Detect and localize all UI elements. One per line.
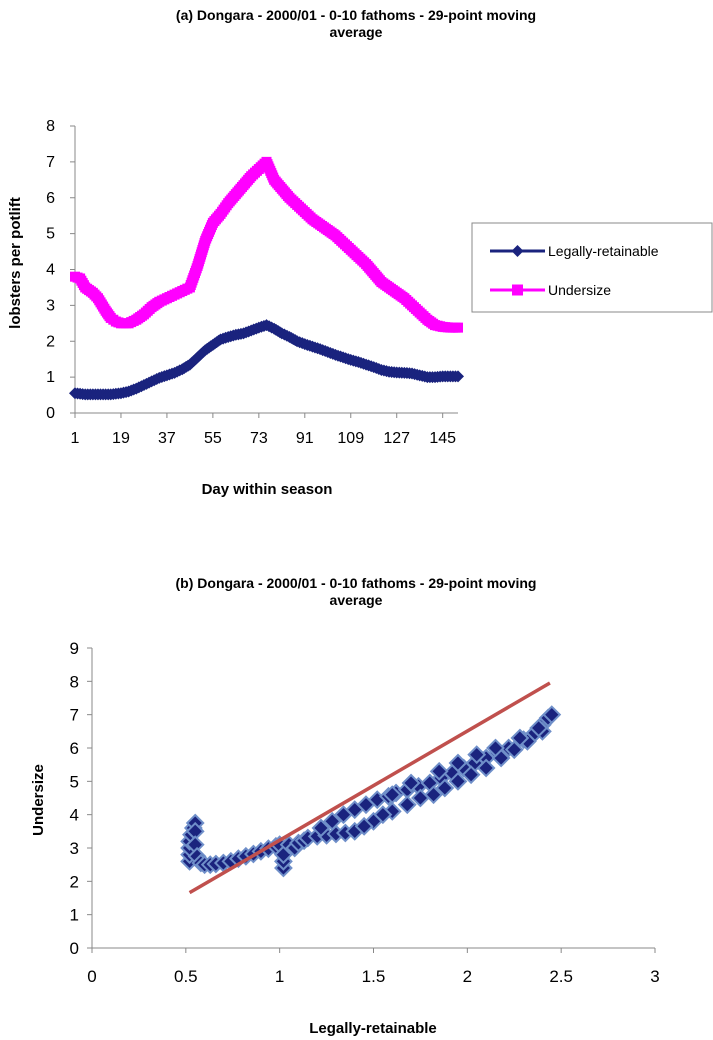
- chart-a-y-tick-label: 6: [46, 190, 55, 207]
- chart-a-x-tick-label: 55: [204, 430, 222, 447]
- scatter-point: [448, 771, 468, 791]
- series-legally-retainable: [69, 319, 464, 401]
- scatter-point: [448, 753, 468, 773]
- legend-label-undersize: Undersize: [548, 282, 611, 298]
- chart-b-y-tick-label: 1: [70, 906, 79, 925]
- chart-a-x-axis-title: Day within season: [202, 481, 333, 498]
- scatter-point: [397, 795, 417, 815]
- scatter-point: [542, 705, 562, 725]
- chart-a-x-tick-label: 1: [71, 430, 80, 447]
- chart-b-x-tick-label: 2: [463, 967, 472, 986]
- chart-a-x-tick-label: 145: [429, 430, 456, 447]
- scatter-point: [486, 738, 505, 758]
- chart-b-y-tick-label: 7: [70, 706, 79, 725]
- chart-a-y-tick-label: 5: [46, 226, 55, 243]
- scatter-point: [354, 816, 374, 836]
- scatter-point: [476, 758, 496, 778]
- chart-b-y-axis-title: Undersize: [30, 764, 47, 836]
- data-point-undersize: [453, 322, 463, 333]
- legend-label-legally-retainable: Legally-retainable: [548, 243, 659, 259]
- chart-b-x-tick-label: 0: [87, 967, 96, 986]
- scatter-point: [435, 778, 455, 798]
- chart-a-y-tick-label: 0: [46, 405, 55, 422]
- chart-b-y-tick-label: 0: [70, 939, 79, 958]
- chart-a-y-tick-label: 1: [46, 369, 55, 386]
- chart-a-y-tick-label: 8: [46, 118, 55, 135]
- chart-b-y-tick-label: 8: [70, 672, 79, 691]
- chart-b-title-line-1: (b) Dongara - 2000/01 - 0-10 fathoms - 2…: [176, 575, 537, 591]
- chart-a-title-line-2: average: [330, 24, 383, 40]
- chart-a-x-tick-label: 73: [250, 430, 268, 447]
- chart-a-x-tick-label: 19: [112, 430, 130, 447]
- series-line-legally-retainable: [74, 323, 458, 396]
- chart-b-title-line-2: average: [330, 592, 383, 608]
- scatter-point: [401, 773, 421, 793]
- chart-b: (b) Dongara - 2000/01 - 0-10 fathoms - 2…: [30, 575, 660, 1037]
- legend-marker-undersize: [512, 284, 523, 296]
- trend-line: [188, 681, 551, 895]
- chart-a-y-tick-label: 7: [46, 154, 55, 171]
- chart-a-x-tick-label: 109: [337, 430, 364, 447]
- chart-a-title-line-1: (a) Dongara - 2000/01 - 0-10 fathoms - 2…: [176, 7, 536, 23]
- scatter-point: [529, 718, 549, 738]
- chart-b-y-tick-label: 2: [70, 872, 79, 891]
- scatter-point: [322, 811, 342, 831]
- chart-a-x-tick-label: 37: [158, 430, 176, 447]
- chart-a-legend: Legally-retainable Undersize: [471, 222, 713, 313]
- chart-a-y-tick-label: 4: [46, 262, 55, 279]
- chart-b-y-tick-label: 4: [70, 806, 79, 825]
- scatter-point: [373, 805, 393, 825]
- chart-a-y-tick-label: 2: [46, 333, 55, 350]
- legend-box: [471, 222, 713, 313]
- chart-b-x-axis-title: Legally-retainable: [309, 1020, 437, 1037]
- chart-a-y-axis-title: lobsters per potlift: [7, 197, 24, 329]
- chart-b-y-tick-label: 9: [70, 639, 79, 658]
- legend-marker-legally-retainable: [511, 245, 524, 257]
- chart-b-y-tick-label: 6: [70, 739, 79, 758]
- chart-b-y-tick-label: 5: [70, 772, 79, 791]
- series-undersize: [70, 156, 463, 333]
- scatter-point: [429, 761, 449, 781]
- chart-a-x-tick-label: 91: [296, 430, 314, 447]
- scatter-point: [382, 785, 402, 805]
- chart-b-x-tick-label: 1.5: [362, 967, 386, 986]
- scatter-point: [467, 745, 487, 765]
- chart-b-y-tick-label: 3: [70, 839, 79, 858]
- scatter-point: [461, 765, 481, 785]
- scatter-point: [411, 788, 430, 808]
- data-point-legally-retainable: [452, 370, 464, 383]
- chart-b-x-tick-label: 3: [650, 967, 659, 986]
- chart-b-x-tick-label: 2.5: [549, 967, 573, 986]
- chart-b-x-tick-label: 1: [275, 967, 284, 986]
- chart-a: (a) Dongara - 2000/01 - 0-10 fathoms - 2…: [7, 7, 713, 498]
- scatter-point: [510, 728, 530, 748]
- chart-a-x-tick-label: 127: [383, 430, 410, 447]
- chart-b-x-tick-label: 0.5: [174, 967, 198, 986]
- scatter-point: [311, 818, 331, 838]
- chart-a-y-tick-label: 3: [46, 297, 55, 314]
- scatter-point: [424, 785, 443, 805]
